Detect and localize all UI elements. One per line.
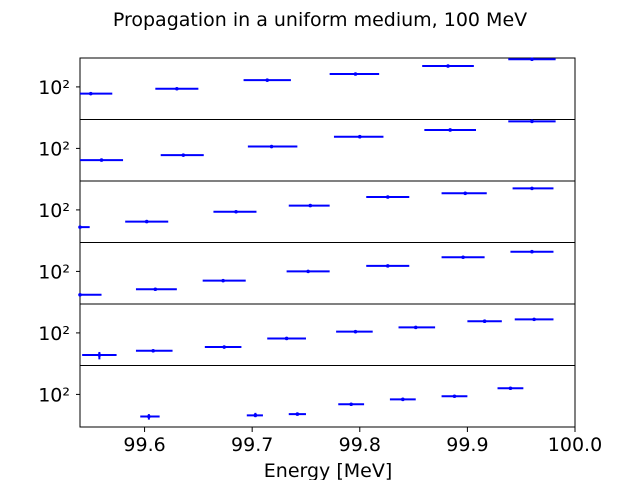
data-point: [284, 336, 289, 341]
data-point: [99, 158, 104, 162]
data-point: [532, 317, 536, 322]
data-point: [463, 191, 468, 196]
x-tick-label: 99.6: [123, 434, 165, 456]
data-point: [88, 91, 93, 96]
data-point: [446, 64, 450, 68]
y-tick-label: 10²: [38, 77, 70, 99]
data-point: [530, 249, 534, 254]
data-point: [530, 186, 534, 191]
data-point: [349, 402, 353, 407]
data-point: [413, 325, 418, 330]
panel-3: 10²: [38, 180, 576, 243]
x-tick-label: 99.9: [446, 434, 488, 456]
data-point: [308, 203, 313, 208]
data-point: [295, 412, 300, 416]
data-point: [265, 78, 270, 82]
chart-title: Propagation in a uniform medium, 100 MeV: [113, 9, 527, 31]
panel-frame: [79, 180, 576, 243]
data-point: [269, 144, 274, 149]
data-point: [482, 319, 487, 324]
x-axis-ticks: 99.6 99.7 99.8 99.9 100.0: [123, 427, 602, 456]
panel-frame: [79, 365, 576, 428]
panels-group: 10² 10² 10² 10² 10² 10²: [38, 57, 576, 428]
panel-4: 10²: [38, 242, 576, 305]
data-point: [78, 292, 82, 297]
data-point: [181, 153, 186, 157]
data-point: [144, 219, 149, 224]
data-point: [452, 394, 457, 399]
data-point: [153, 287, 158, 292]
y-tick-label: 10²: [38, 323, 70, 345]
panel-frame: [79, 57, 576, 120]
data-point: [221, 278, 225, 283]
data-point: [508, 386, 513, 391]
panel-5: 10²: [38, 303, 576, 366]
panel-frame: [79, 242, 576, 305]
panel-frame: [79, 119, 576, 182]
data-point: [222, 345, 226, 349]
data-point: [151, 348, 155, 353]
data-point: [353, 329, 358, 334]
panel-6: 10²: [38, 365, 576, 428]
x-tick-label: 100.0: [548, 434, 602, 456]
y-tick-label: 10²: [38, 138, 70, 160]
data-point: [175, 86, 179, 91]
y-tick-label: 10²: [38, 261, 70, 283]
y-tick-label: 10²: [38, 200, 70, 222]
panel-1: 10²: [38, 57, 576, 120]
y-tick-label: 10²: [38, 384, 70, 406]
data-point: [306, 269, 310, 274]
data-point: [353, 72, 358, 76]
data-point: [448, 128, 452, 132]
data-point: [530, 57, 534, 62]
data-point: [78, 225, 82, 229]
data-point: [385, 195, 390, 199]
panel-2: 10²: [38, 119, 576, 182]
data-point: [530, 119, 534, 124]
data-point: [357, 134, 362, 139]
data-point: [234, 209, 238, 214]
x-axis-label: Energy [MeV]: [264, 460, 392, 480]
data-point: [401, 397, 405, 402]
data-point: [461, 255, 465, 260]
x-tick-label: 99.7: [231, 434, 273, 456]
data-point: [385, 264, 390, 268]
x-tick-label: 99.8: [339, 434, 381, 456]
panel-frame: [79, 303, 576, 366]
